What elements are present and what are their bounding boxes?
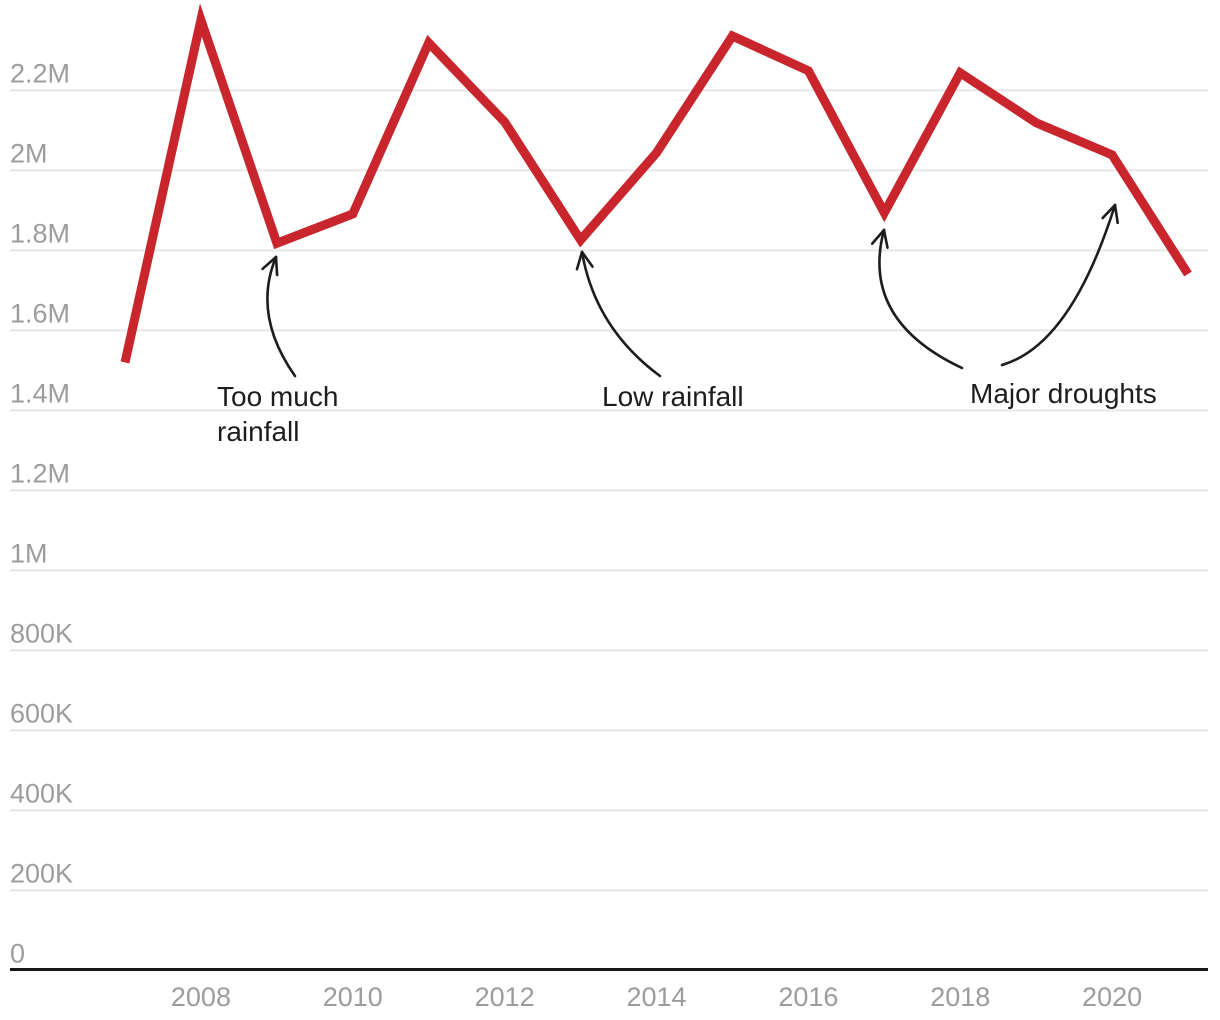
y-tick-label-600K: 600K — [10, 698, 73, 728]
gridlines-group — [10, 89, 1208, 892]
y-tick-label-0: 0 — [10, 938, 25, 968]
series-line — [120, 3, 1192, 364]
x-tick-label-2018: 2018 — [930, 982, 990, 1012]
y-tick-label-800K: 800K — [10, 618, 73, 648]
annotation-arrowhead-major-droughts-1-1 — [1113, 203, 1119, 225]
y-tick-label-200K: 200K — [10, 858, 73, 888]
annotation-arrowhead-low-rainfall-0-1 — [580, 250, 594, 268]
x-tick-label-2016: 2016 — [778, 982, 838, 1012]
annotation-arrowhead-too-much-rainfall-0-1 — [274, 255, 279, 277]
annotation-arrowhead-too-much-rainfall-0-0 — [261, 255, 278, 271]
x-tick-label-2010: 2010 — [323, 982, 383, 1012]
y-tick-label-2.2M: 2.2M — [10, 58, 70, 88]
annotation-arrowhead-major-droughts-1-0 — [1101, 203, 1117, 220]
y-tick-label-1.2M: 1.2M — [10, 458, 70, 488]
y-tick-label-1.6M: 1.6M — [10, 298, 70, 328]
annotations-group: Too much rainfall Low rainfall Major drough… — [217, 203, 1157, 447]
y-tick-label-2M: 2M — [10, 138, 48, 168]
y-tick-label-400K: 400K — [10, 778, 73, 808]
y-tick-label-1M: 1M — [10, 538, 48, 568]
y-tick-label-1.4M: 1.4M — [10, 378, 70, 408]
annotation-arrow-too-much-rainfall-0 — [266, 255, 297, 378]
x-tick-label-2020: 2020 — [1082, 982, 1142, 1012]
annotation-arrow-low-rainfall-0 — [580, 250, 662, 378]
annotation-arrowhead-low-rainfall-0-0 — [575, 250, 584, 271]
y-tick-labels-group: 0 200K 400K 600K 800K 1M 1.2M 1.4M 1.6M 1.8M 2M 2.2… — [10, 58, 73, 968]
annotation-arrow-major-droughts-1 — [1000, 203, 1117, 367]
x-tick-label-2012: 2012 — [475, 982, 535, 1012]
x-tick-label-2014: 2014 — [626, 982, 686, 1012]
annotation-label-too-much-rainfall: Too much rainfall — [217, 381, 338, 447]
x-tick-labels-group: 2008 2010 2012 2014 2016 2018 2020 — [171, 982, 1142, 1012]
annotation-arrowhead-major-droughts-0-0 — [870, 228, 886, 245]
annotation-arrow-major-droughts-0 — [878, 228, 964, 370]
y-tick-label-1.8M: 1.8M — [10, 218, 70, 248]
annotation-arrowhead-major-droughts-0-1 — [882, 228, 889, 249]
annotation-label-major-droughts: Major droughts — [970, 378, 1157, 409]
annotation-label-low-rainfall: Low rainfall — [602, 381, 744, 412]
x-tick-label-2008: 2008 — [171, 982, 231, 1012]
